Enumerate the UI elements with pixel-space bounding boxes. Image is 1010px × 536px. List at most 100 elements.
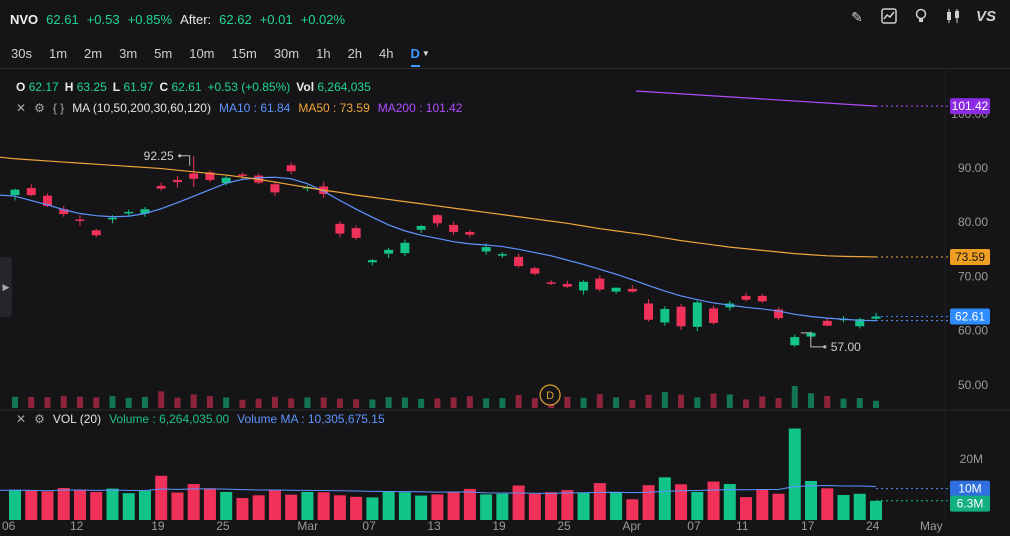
volume-overlay-bar — [776, 398, 782, 408]
low-value: 61.97 — [123, 80, 153, 94]
volume-ma-reading: Volume MA : 10,305,675.15 — [237, 412, 384, 426]
close-icon[interactable]: ✕ — [16, 412, 26, 426]
price-tick-label: 90.00 — [958, 161, 988, 175]
volume-overlay-bar — [61, 396, 67, 408]
x-tick-label: 13 — [427, 519, 441, 533]
code-braces-icon[interactable]: { } — [53, 101, 64, 115]
candle-body — [157, 186, 166, 189]
volume-bar — [350, 497, 362, 520]
ma-legend: ✕ ⚙ { } MA (10,50,200,30,60,120) MA10 : … — [16, 101, 462, 115]
volume-bar — [301, 492, 313, 520]
dividend-marker-label: D — [546, 390, 554, 402]
candle-body — [530, 268, 539, 273]
volume-overlay-bar — [28, 397, 34, 408]
volume-tick-label: 20M — [960, 452, 983, 466]
volume-overlay-bar — [191, 394, 197, 408]
candle-body — [644, 304, 653, 320]
volume-overlay-bar — [126, 398, 132, 408]
price-tick-label: 70.00 — [958, 269, 988, 283]
candle-body — [124, 212, 133, 214]
volume-overlay-bar — [158, 391, 164, 408]
volume-bar — [870, 501, 882, 520]
candle-body — [547, 282, 556, 284]
close-icon[interactable]: ✕ — [16, 101, 26, 115]
volume-bar — [464, 489, 476, 520]
volume-bar — [448, 492, 460, 520]
volume-overlay-bar — [369, 399, 375, 408]
ma200-value: MA200 : 101.42 — [378, 101, 463, 115]
annotations: 92.2557.00D — [144, 149, 861, 405]
candle-body — [823, 321, 832, 326]
high-annotation: 92.25 — [144, 149, 174, 163]
expand-sidebar-handle[interactable]: ▶ — [0, 257, 12, 317]
volume-bar — [740, 497, 752, 520]
volume-bar — [334, 495, 346, 520]
ma10-value: MA10 : 61.84 — [219, 101, 290, 115]
candle-body — [514, 257, 523, 266]
price-tick-label: 80.00 — [958, 215, 988, 229]
last-price-badge: 62.61 — [955, 309, 985, 323]
volume-overlay-bar — [321, 398, 327, 408]
volume-overlay-bar — [223, 397, 229, 408]
volume-bar — [708, 482, 720, 520]
candle-body — [173, 180, 182, 182]
volume-bar — [854, 494, 866, 520]
grid-lines — [0, 68, 1010, 520]
volume-overlay-bar — [857, 398, 863, 408]
volume-label: Vol — [296, 80, 314, 94]
close-value: 62.61 — [172, 80, 202, 94]
ma50-value: MA50 : 73.59 — [298, 101, 369, 115]
x-tick-label: 19 — [492, 519, 506, 533]
volume-overlay-bar — [646, 395, 652, 408]
volume-bar — [106, 489, 118, 520]
candle-body — [660, 309, 669, 323]
volume-bar — [529, 494, 541, 520]
volume-overlay-bar — [613, 397, 619, 408]
candle-body — [482, 247, 491, 251]
candle-body — [92, 230, 101, 235]
x-tick-label: 17 — [801, 519, 815, 533]
volume-bar — [285, 495, 297, 520]
volume-overlay-bar — [516, 395, 522, 408]
volume-overlay-bar — [597, 394, 603, 408]
gear-icon[interactable]: ⚙ — [34, 412, 45, 426]
volume-value: 6,264,035 — [317, 80, 370, 94]
volume-overlay-bar — [678, 395, 684, 408]
volume-bar — [366, 497, 378, 520]
candle-body — [352, 228, 361, 238]
ma50-line — [0, 157, 876, 257]
candle-body — [677, 307, 686, 327]
candle-body — [384, 250, 393, 254]
volume-overlay-bar — [337, 399, 343, 408]
x-tick-label: May — [920, 519, 943, 533]
volume-bar — [545, 492, 557, 520]
volume-bar — [9, 490, 21, 520]
candles — [11, 156, 881, 347]
candle-body — [758, 296, 767, 301]
volume-overlay-bar — [743, 399, 749, 408]
close-label: C — [159, 80, 168, 94]
x-tick-label: 11 — [736, 519, 749, 533]
volume-bar — [74, 490, 86, 520]
volume-overlay-bar — [142, 397, 148, 408]
volume-bar — [415, 496, 427, 520]
ma200-badge: 101.42 — [952, 99, 989, 113]
x-tick-label: 06 — [2, 519, 16, 533]
volume-overlay-bar — [727, 394, 733, 408]
x-tick-label: 07 — [362, 519, 376, 533]
volume-bar — [561, 490, 573, 520]
x-tick-label: Mar — [297, 519, 318, 533]
volume-bar — [659, 477, 671, 520]
volume-bars — [0, 386, 882, 520]
volume-overlay-bar — [711, 394, 717, 408]
x-tick-label: 24 — [866, 519, 880, 533]
candle-body — [335, 224, 344, 234]
candle-body — [27, 188, 36, 195]
gear-icon[interactable]: ⚙ — [34, 101, 45, 115]
high-leader — [180, 156, 190, 166]
volume-overlay-bar — [239, 400, 245, 408]
volume-bar — [838, 495, 850, 520]
volume-overlay-bar — [581, 398, 587, 408]
price-tick-label: 50.00 — [958, 378, 988, 392]
volume-bar — [773, 494, 785, 520]
